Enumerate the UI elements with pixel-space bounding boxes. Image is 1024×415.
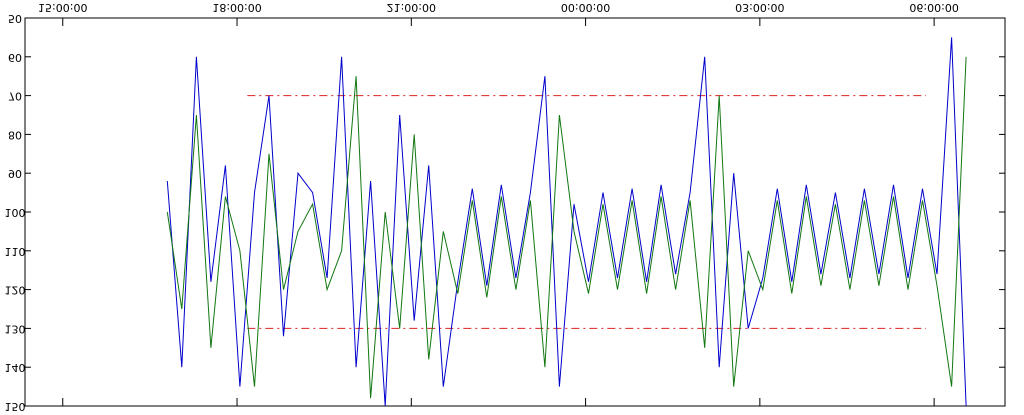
x-tick-label: 15:00:00 bbox=[38, 1, 87, 14]
x-tick-label: 03:00:00 bbox=[735, 1, 784, 14]
x-tick-label: 21:00:00 bbox=[387, 1, 436, 14]
plot-frame bbox=[24, 17, 1006, 407]
y-tick-label: 110 bbox=[5, 245, 26, 258]
data-line bbox=[166, 56, 967, 399]
y-tick-label: 70 bbox=[8, 90, 22, 103]
data-line bbox=[166, 37, 967, 407]
y-tick-label: 100 bbox=[5, 206, 26, 219]
y-tick-label: 90 bbox=[8, 167, 22, 180]
y-tick-label: 50 bbox=[8, 12, 22, 25]
y-tick-label: 120 bbox=[5, 284, 26, 297]
y-tick-label: 150 bbox=[5, 400, 26, 413]
y-tick-label: 140 bbox=[5, 361, 26, 374]
x-tick-label: 00:00:00 bbox=[561, 1, 610, 14]
y-tick-label: 130 bbox=[5, 322, 26, 335]
y-tick-label: 80 bbox=[8, 128, 22, 141]
x-tick-label: 06:00:00 bbox=[909, 1, 958, 14]
y-tick-label: 60 bbox=[8, 51, 22, 64]
x-tick-label: 18:00:00 bbox=[212, 1, 261, 14]
